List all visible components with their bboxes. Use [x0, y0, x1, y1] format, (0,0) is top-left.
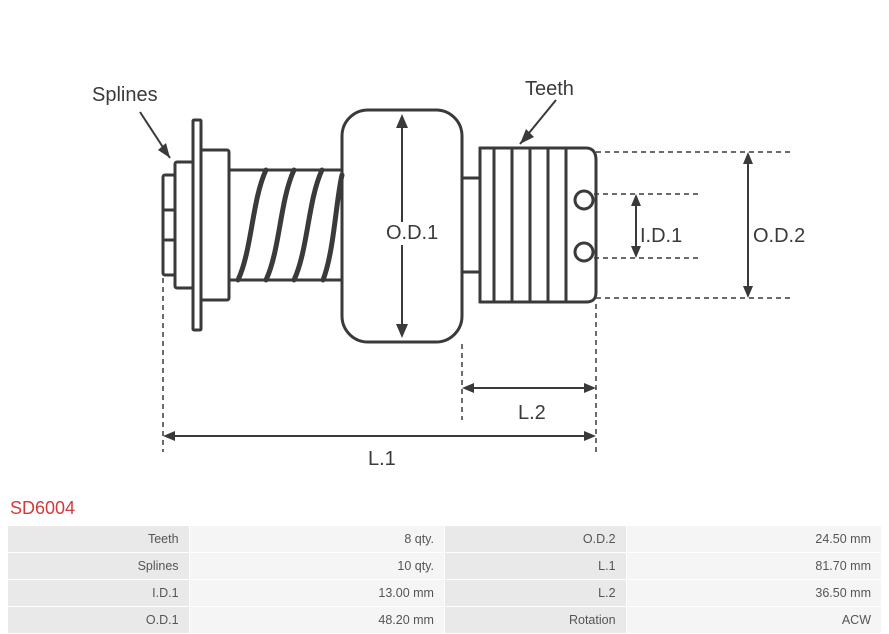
spec-key: L.2 — [445, 580, 626, 606]
label-splines: Splines — [92, 84, 158, 107]
table-row: O.D.1 48.20 mm Rotation ACW — [8, 607, 881, 633]
label-l1: L.1 — [368, 448, 396, 471]
spec-key: L.1 — [445, 553, 626, 579]
spec-value: 8 qty. — [190, 526, 444, 552]
spec-key: O.D.1 — [8, 607, 189, 633]
table-row: Splines 10 qty. L.1 81.70 mm — [8, 553, 881, 579]
spec-key: I.D.1 — [8, 580, 189, 606]
table-row: Teeth 8 qty. O.D.2 24.50 mm — [8, 526, 881, 552]
spec-value: ACW — [627, 607, 881, 633]
spec-value: 13.00 mm — [190, 580, 444, 606]
spec-value: 48.20 mm — [190, 607, 444, 633]
spec-key: Teeth — [8, 526, 189, 552]
spec-table: Teeth 8 qty. O.D.2 24.50 mm Splines 10 q… — [7, 525, 882, 634]
label-od1: O.D.1 — [384, 222, 440, 245]
spec-value: 24.50 mm — [627, 526, 881, 552]
spec-value: 36.50 mm — [627, 580, 881, 606]
spec-value: 10 qty. — [190, 553, 444, 579]
part-code: SD6004 — [0, 490, 889, 525]
label-teeth: Teeth — [525, 78, 574, 101]
spec-value: 81.70 mm — [627, 553, 881, 579]
spec-key: Splines — [8, 553, 189, 579]
page-container: Splines Teeth O.D.1 I.D.1 O.D.2 L.2 L.1 … — [0, 0, 889, 634]
label-od2: O.D.2 — [753, 225, 805, 248]
table-row: I.D.1 13.00 mm L.2 36.50 mm — [8, 580, 881, 606]
spec-key: O.D.2 — [445, 526, 626, 552]
diagram-area: Splines Teeth O.D.1 I.D.1 O.D.2 L.2 L.1 — [0, 0, 889, 490]
spec-key: Rotation — [445, 607, 626, 633]
label-l2: L.2 — [518, 402, 546, 425]
spec-table-body: Teeth 8 qty. O.D.2 24.50 mm Splines 10 q… — [8, 526, 881, 633]
label-id1: I.D.1 — [640, 225, 682, 248]
